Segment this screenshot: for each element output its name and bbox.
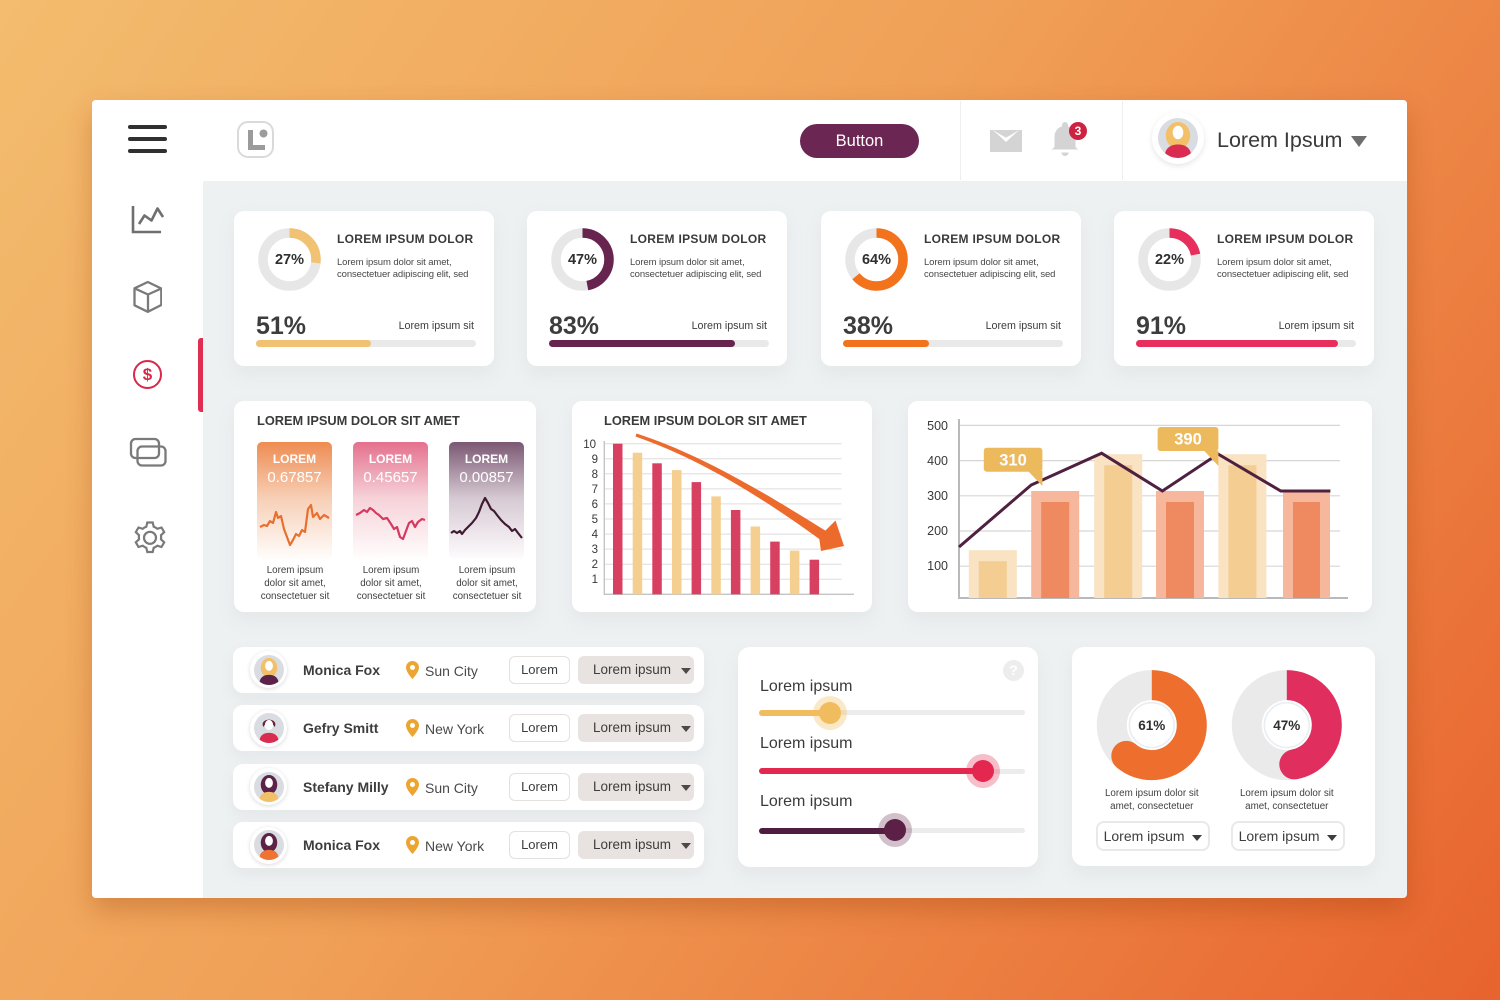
- svg-text:300: 300: [927, 489, 948, 503]
- svg-text:5: 5: [592, 514, 598, 526]
- svg-text:3: 3: [592, 544, 598, 556]
- svg-text:200: 200: [927, 524, 948, 538]
- svg-text:310: 310: [999, 452, 1027, 470]
- svg-text:9: 9: [592, 454, 598, 466]
- svg-text:500: 500: [927, 419, 948, 433]
- svg-text:1: 1: [592, 574, 598, 586]
- svg-text:100: 100: [927, 559, 948, 573]
- svg-text:6: 6: [592, 499, 598, 511]
- svg-text:10: 10: [583, 439, 596, 451]
- svg-text:390: 390: [1174, 431, 1202, 449]
- svg-text:4: 4: [592, 529, 599, 541]
- svg-text:8: 8: [592, 469, 598, 481]
- svg-text:2: 2: [592, 559, 598, 571]
- svg-text:400: 400: [927, 454, 948, 468]
- svg-text:7: 7: [592, 484, 598, 496]
